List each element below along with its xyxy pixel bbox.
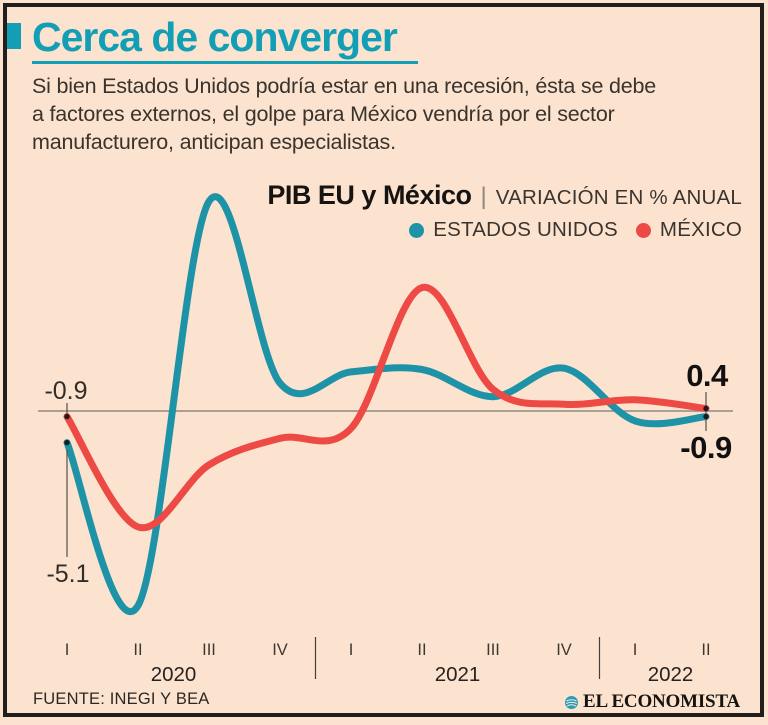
brand-name: EL ECONOMISTA [583, 691, 740, 712]
chart-title-separator: | [480, 183, 487, 210]
el-economista-logo-icon [565, 695, 578, 709]
x-tick-label: III [202, 641, 216, 659]
series-line-estados-unidos [63, 193, 710, 615]
point-value-label: -5.1 [46, 560, 89, 588]
x-tick-label: I [65, 641, 70, 659]
title-underline [32, 61, 418, 64]
legend-dot-mexico-icon [635, 222, 651, 238]
x-tick-label: II [133, 641, 142, 659]
x-tick-label: I [633, 641, 638, 659]
brand-logo: EL ECONOMISTA [565, 691, 740, 713]
chart-legend: ESTADOS UNIDOS MÉXICO [267, 218, 742, 242]
legend-label-mexico: MÉXICO [659, 218, 742, 241]
x-tick-label: II [417, 641, 426, 659]
endpoint-dot [64, 439, 70, 446]
source-note: FUENTE: INEGI Y BEA [33, 690, 210, 708]
year-label: 2021 [435, 663, 481, 686]
x-tick-label: IV [556, 641, 572, 659]
chart-title-row: PIB EU y México | VARIACIÓN EN % ANUAL [267, 180, 742, 211]
chart-title: PIB EU y México [267, 180, 472, 210]
chart-header: PIB EU y México | VARIACIÓN EN % ANUAL E… [267, 180, 742, 242]
legend-dot-estados-unidos-icon [409, 222, 425, 238]
point-value-label: -0.9 [680, 430, 732, 465]
legend-label-estados-unidos: ESTADOS UNIDOS [433, 218, 618, 241]
point-value-label: 0.4 [686, 358, 729, 393]
x-tick-label: I [349, 641, 354, 659]
year-label: 2020 [151, 663, 197, 686]
page-title: Cerca de converger [32, 14, 398, 60]
x-tick-label: III [486, 641, 500, 659]
endpoint-dot [703, 413, 709, 420]
chart-units-note: VARIACIÓN EN % ANUAL [495, 186, 742, 209]
year-label: 2022 [648, 663, 694, 686]
series-line-méxico [63, 284, 710, 532]
title-accent-block [7, 23, 21, 49]
endpoint-dot [64, 413, 70, 420]
x-tick-label: IV [272, 641, 288, 659]
point-value-label: -0.9 [44, 377, 87, 405]
endpoint-dot [703, 405, 709, 412]
card-subtitle: Si bien Estados Unidos podría estar en u… [32, 74, 657, 154]
x-tick-label: II [701, 641, 710, 659]
